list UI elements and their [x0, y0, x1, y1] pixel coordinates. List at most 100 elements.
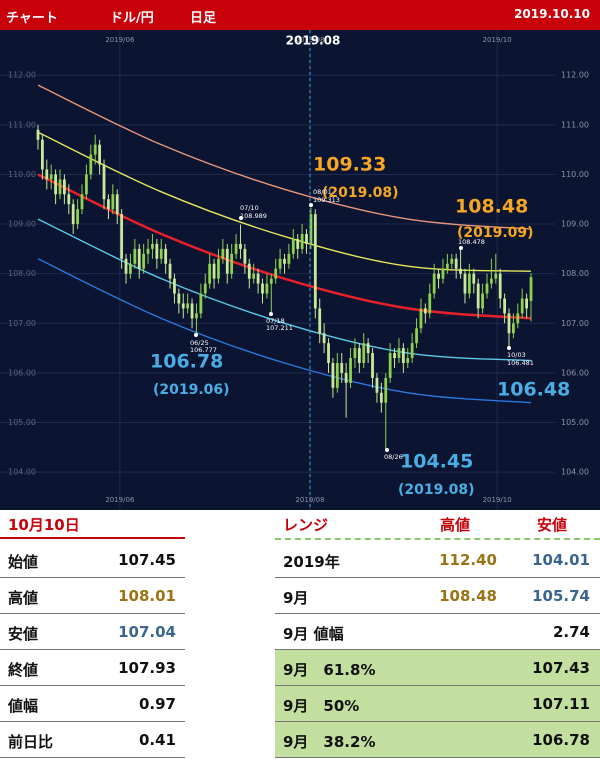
x-tick-label: 2019/06 [105, 36, 135, 44]
row-rule [275, 721, 600, 722]
x-tick-label: 2019/06 [105, 496, 135, 504]
left-title: 10月10日 [8, 516, 80, 534]
candle-body [520, 298, 524, 314]
row-rule [275, 685, 600, 686]
candle-body [278, 258, 282, 269]
annotation: 109.33 [313, 154, 386, 176]
row-value: 108.01 [118, 587, 176, 605]
candle-body [300, 233, 304, 249]
row-label: 9月 [283, 589, 309, 607]
candle-body [63, 179, 66, 195]
candle-body [305, 233, 308, 244]
row-rule [0, 613, 185, 614]
candle-body [151, 243, 154, 249]
candle-body [401, 348, 405, 364]
y-tick-label: 104.00 [561, 468, 589, 477]
candle-body [124, 258, 128, 274]
point-label: 07/18 [266, 317, 285, 325]
point-label: 108.989 [240, 212, 267, 220]
point-label: 108.478 [458, 238, 485, 246]
candle-body [481, 293, 484, 309]
candle-body [441, 268, 445, 279]
regression-band [37, 84, 532, 230]
candle-body [164, 248, 168, 264]
candle-body [190, 303, 194, 319]
annotation: (2019.06) [153, 382, 230, 398]
candle-body [410, 343, 414, 359]
candle-body [362, 343, 366, 364]
candle-body [291, 238, 295, 254]
candle-body [261, 283, 264, 294]
candle-body [234, 243, 238, 254]
point-dot [194, 333, 198, 337]
point-label: 07/10 [240, 204, 259, 212]
row-label: 終値 [8, 661, 39, 679]
row-label: 安値 [8, 625, 39, 643]
regression-band [37, 131, 532, 272]
candle-body [428, 293, 432, 314]
candle-body [393, 353, 396, 359]
candle-body [384, 377, 388, 403]
candle-body [331, 363, 335, 388]
candle-body [265, 283, 269, 294]
y-tick-label: 108.00 [8, 269, 36, 278]
candle-body [239, 243, 242, 249]
row-value: 104.01 [532, 551, 590, 569]
candle-body [432, 273, 436, 294]
candle-body [199, 293, 203, 314]
candle-body [137, 248, 141, 269]
point-dot [239, 216, 243, 220]
row-value: 106.78 [532, 731, 590, 749]
date: 2019.10.10 [514, 7, 590, 21]
candle-body [327, 343, 330, 364]
point-dot [385, 448, 389, 452]
point-label: 06/25 [190, 339, 209, 347]
candle-body [397, 348, 401, 359]
row-rule [275, 577, 600, 578]
y-tick-label: 109.00 [561, 220, 589, 229]
row-label: 9月 値幅 [283, 625, 344, 643]
right-header: 安値 [537, 516, 568, 534]
candle-body [445, 263, 449, 269]
candle-body [85, 174, 88, 195]
candle-body [335, 363, 339, 388]
row-value: 0.41 [138, 731, 176, 749]
annotation: 106.78 [150, 351, 223, 373]
candle-body [296, 238, 300, 249]
pair[interactable]: ドル/円 [110, 11, 154, 26]
candle-body [269, 278, 273, 284]
row-value: 108.48 [439, 587, 497, 605]
candle-body [287, 253, 291, 264]
candle-body [181, 303, 185, 309]
candle-body [212, 263, 216, 279]
annotation: 108.48 [455, 196, 528, 218]
candle-body [423, 308, 427, 314]
row-rule [275, 613, 600, 614]
row-value: 107.04 [118, 623, 176, 641]
row-value: 112.40 [439, 551, 497, 569]
candle-body [415, 328, 418, 344]
y-tick-label: 112.00 [8, 71, 36, 80]
app-title: チャート [6, 11, 58, 26]
y-tick-label: 104.00 [8, 468, 36, 477]
candle-body [230, 253, 234, 274]
y-tick-label: 105.00 [561, 418, 589, 427]
row-value: 107.11 [532, 695, 590, 713]
row-label: 2019年 [283, 553, 340, 571]
row-label: 高値 [8, 589, 39, 607]
row-label: 始値 [8, 553, 39, 571]
annotation: (2019.08) [398, 482, 475, 498]
timeframe[interactable]: 日足 [190, 11, 217, 26]
y-tick-label: 106.00 [561, 368, 589, 377]
candle-body [225, 248, 229, 274]
y-tick-label: 110.00 [561, 170, 589, 179]
annotation: (2019.09) [457, 225, 534, 241]
candle-body [349, 358, 352, 383]
candle-body [340, 363, 344, 373]
candle-body [463, 273, 467, 294]
candle-body [309, 214, 313, 244]
candle-body [208, 263, 212, 284]
header-bar: チャート ドル/円 日足 2019.10.10 [0, 0, 600, 30]
candle-body [313, 214, 317, 309]
